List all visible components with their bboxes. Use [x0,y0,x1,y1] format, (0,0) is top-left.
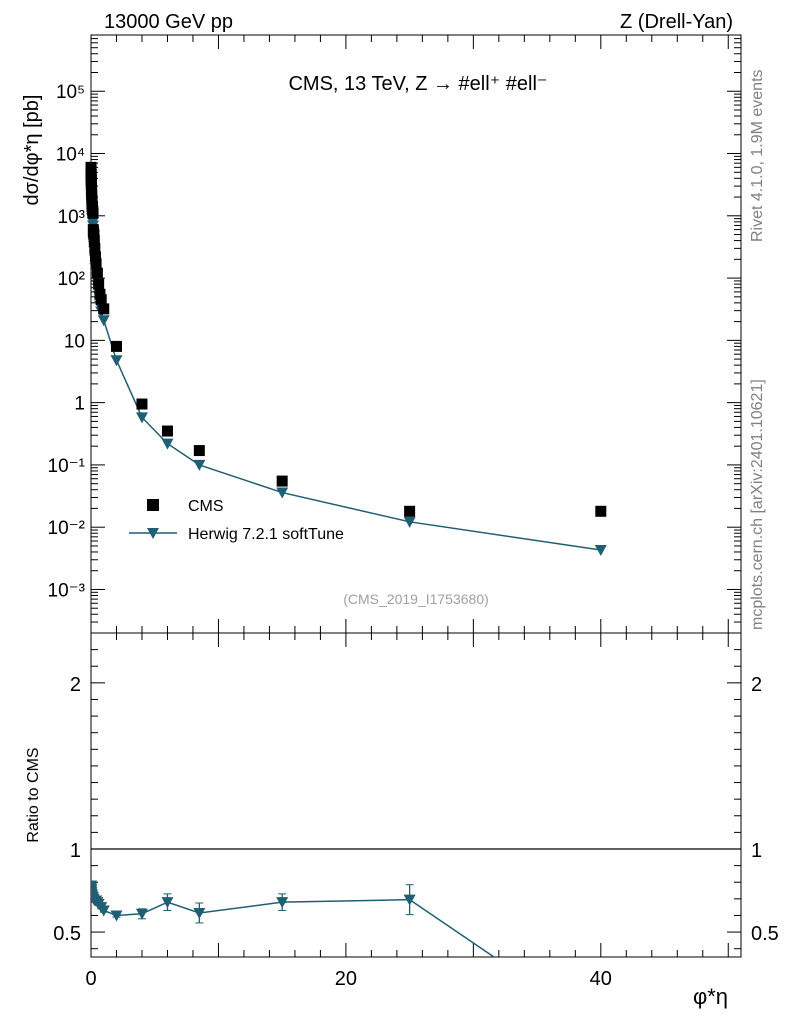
cms-data-point [404,505,416,517]
main-y-tick-label: 10⁻³ [48,580,86,601]
main-axes: 10⁻³ 10⁻² 10⁻¹ 1 10 10² 10³ 10⁴ 10⁵ [48,34,741,634]
cms-data-point [93,278,105,290]
herwig-line [90,174,601,551]
legend-label-cms: CMS [188,498,224,515]
ratio-y-tick-label: 0.5 [53,923,81,945]
ratio-herwig-line [91,885,496,957]
ratio-series [91,880,496,957]
main-y-tick-label: 1 [74,394,85,415]
herwig-point [135,412,148,424]
main-y-tick-label: 10⁴ [56,145,85,166]
ratio-herwig-point [161,897,174,909]
ratio-x-tick-label: 0 [85,968,96,990]
ratio-y-tick-label-right: 0.5 [751,923,779,945]
herwig-point [161,438,174,450]
mcplots-label: mcplots.cern.ch [arXiv:2401.10621] [749,379,766,630]
ratio-plot-frame [90,632,742,958]
main-plot-frame [90,34,742,634]
main-y-tick-label: 10⁻² [48,518,86,539]
cms-data-point [136,398,148,410]
main-y-tick-label: 10² [58,269,85,290]
herwig-point [403,516,416,528]
cms-data-point [276,475,288,487]
main-y-axis-label: dσ/dφ*η [pb] [21,95,43,206]
ratio-herwig-point [403,894,416,906]
herwig-point [193,459,206,471]
cms-data-point [90,258,102,270]
cms-data-point [91,267,103,279]
legend-marker-herwig [147,528,159,539]
herwig-point [110,355,123,367]
cms-data-point [89,251,101,263]
ratio-x-tick-label: 20 [335,968,357,990]
analysis-watermark: (CMS_2019_I1753680) [343,591,489,607]
ratio-y-tick-label-right: 1 [751,840,762,862]
ratio-herwig-point [97,905,110,917]
legend: CMS Herwig 7.2.1 softTune [129,498,344,543]
ratio-y-axis-label: Ratio to CMS [25,747,42,842]
ratio-herwig-point [110,910,123,922]
herwig-point [97,315,110,327]
rivet-version-label: Rivet 4.1.0, 1.9M events [749,69,766,242]
cms-data-point [87,207,99,219]
main-series [85,161,607,557]
cms-data-point [88,229,100,241]
ratio-y-tick-label: 1 [70,840,81,862]
cms-data-point [595,505,607,517]
ratio-herwig-point [193,907,206,919]
cms-data-point [161,425,173,437]
ratio-herwig-point [276,897,289,909]
main-y-tick-label: 10³ [58,207,85,228]
herwig-point [276,487,289,499]
cms-data-point [98,303,110,315]
plot-title: CMS, 13 TeV, Z → #ell⁺ #ell⁻ [288,73,547,95]
ratio-herwig-point [135,908,148,920]
herwig-point [594,545,607,557]
x-axis-label: φ*η [693,984,728,1009]
header-left-label: 13000 GeV pp [104,11,233,33]
cms-data-point [88,235,100,247]
cms-data-point [193,445,205,457]
main-y-tick-label: 10⁵ [56,82,85,103]
main-y-tick-label: 10⁻¹ [48,456,86,477]
ratio-axes: 0 20 40 0.5 0.5 1 1 2 2 [53,633,779,990]
ratio-y-tick-label: 2 [70,674,81,696]
ratio-x-tick-label: 40 [590,968,612,990]
legend-marker-cms [147,499,159,511]
header-right-label: Z (Drell-Yan) [620,11,733,33]
cms-data-point [110,340,122,352]
legend-label-herwig: Herwig 7.2.1 softTune [188,526,344,543]
main-y-tick-label: 10 [64,331,85,352]
cms-data-point [89,242,101,254]
ratio-y-tick-label-right: 2 [751,674,762,696]
cms-data-point [95,294,107,306]
